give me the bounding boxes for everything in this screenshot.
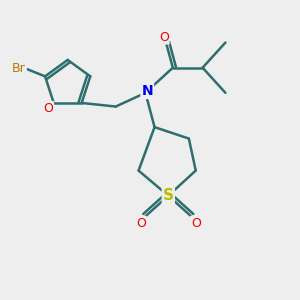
Text: S: S — [163, 188, 174, 203]
Text: N: N — [141, 84, 153, 98]
Text: Br: Br — [12, 61, 26, 75]
Text: O: O — [159, 31, 169, 44]
Text: O: O — [136, 217, 146, 230]
Text: O: O — [43, 102, 53, 115]
Text: O: O — [191, 217, 201, 230]
